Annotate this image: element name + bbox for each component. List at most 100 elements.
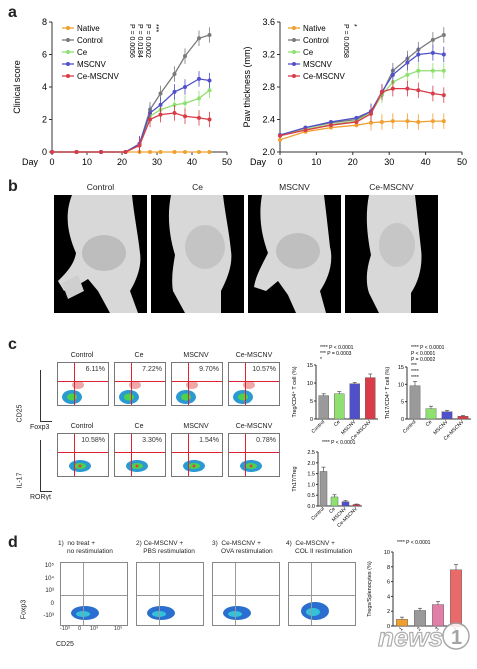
panel-label-c: c [8, 336, 17, 353]
y-tick-label: 0 [310, 417, 313, 423]
gate-line [115, 381, 165, 382]
data-point [183, 54, 187, 59]
flow-plot-c7: 1.54% [171, 433, 223, 477]
data-point [74, 150, 79, 154]
y-tick-label: 15 [398, 365, 404, 371]
y-tick-label: 0 [42, 147, 47, 157]
y-tick-label: 15 [307, 363, 313, 369]
flow-plot-c2: 7.22% [114, 362, 166, 406]
flow-c-x-arrow [40, 491, 52, 492]
data-point [390, 119, 395, 124]
xtick: 10³ [90, 626, 98, 632]
data-point [354, 119, 359, 124]
gate-line [83, 563, 84, 625]
x-tick-label: 20 [348, 157, 358, 167]
gate-line [172, 452, 222, 453]
flow-d-title: 3) Ce-MSCNV + OVA restimulation [212, 540, 273, 555]
legend-marker [66, 74, 70, 78]
flow-percentage: 10.57% [252, 366, 276, 373]
legend-marker [292, 26, 296, 30]
ytick: -10³ [43, 613, 54, 620]
legend-label: Native [77, 24, 100, 33]
series-line [52, 112, 210, 153]
legend-label: Ce-MSCNV [77, 72, 119, 81]
data-point [183, 114, 187, 119]
flow-plot-c4: 10.57% [228, 362, 280, 406]
gate-line [229, 452, 279, 453]
flow-c-group-label: Ce-MSCNV [235, 352, 273, 359]
data-point [390, 86, 395, 91]
significance-annotation: P = 0.0056 [128, 24, 135, 58]
bar [457, 416, 469, 420]
gate-line [115, 452, 165, 453]
y-tick-label: 1.5 [307, 472, 315, 478]
bar [425, 408, 437, 420]
data-point [390, 72, 395, 77]
panel-label-d: d [8, 534, 18, 551]
flow-plot-d1 [60, 562, 128, 626]
bar [318, 395, 329, 420]
ct-image-ce [151, 195, 244, 313]
x-tick-label: 3 [434, 626, 440, 632]
y-tick-label: 6 [387, 580, 390, 586]
paw-thickness-chart: 2.0 2.4 2.8 3.2 3.6 0 10 20 30 40 50 Day Paw thickne… [242, 17, 467, 167]
cell-cluster [301, 602, 329, 620]
gate-line [245, 434, 246, 476]
data-point [148, 117, 152, 122]
gate-line [131, 434, 132, 476]
data-point [197, 115, 201, 120]
significance-annotation: **** [411, 369, 419, 375]
flow-plot-d2 [136, 562, 204, 626]
ct-image-mscnv [248, 195, 341, 313]
data-point [183, 101, 187, 106]
y-tick-label: 2.5 [307, 450, 315, 456]
flow-c-group-label: Ce [134, 352, 144, 359]
flow-plot-d4 [288, 562, 356, 626]
data-point [416, 68, 421, 73]
xtick: 0 [78, 626, 82, 632]
x-tick-label: Ce [333, 419, 342, 428]
data-point [197, 36, 201, 41]
cell-cluster [147, 606, 175, 620]
significance-annotation: *** P = 0.0003 [320, 351, 352, 357]
data-point [172, 111, 177, 115]
flow-d-title: 4) Ce-MSCNV + COL II restimulation [286, 540, 353, 555]
data-point [278, 137, 282, 142]
flow-plot-c6: 3.30% [114, 433, 166, 477]
gate-line [188, 363, 189, 405]
gate-line [131, 363, 132, 405]
y-tick-label: 2.8 [262, 82, 275, 92]
flow-c-y-arrow [40, 370, 41, 422]
flow-d-title: 2) Ce-MSCNV + PBS restimulation [136, 540, 195, 555]
ytick: 10⁴ [44, 575, 54, 582]
ct-label-ce-mscnv: Ce-MSCNV [369, 182, 414, 192]
x-axis-label: Day [250, 157, 267, 167]
flow-percentage: 1.54% [199, 437, 219, 444]
y-axis-label: Clinical score [12, 60, 22, 114]
y-tick-label: 10 [398, 382, 404, 388]
series-line [52, 89, 210, 153]
bar [352, 504, 361, 507]
data-point [172, 89, 177, 94]
flow-percentage: 6.11% [85, 366, 105, 373]
bar [441, 411, 453, 420]
x-tick-label: 2 [416, 626, 422, 632]
x-tick-label: 0 [277, 157, 282, 167]
data-point [430, 50, 435, 55]
data-point [441, 68, 446, 73]
clinical-score-chart: 0 2 4 6 8 0 10 20 30 40 50 Day Clinical score Native C… [12, 17, 232, 167]
bar [409, 385, 421, 420]
data-point [379, 119, 384, 124]
ct-label-ce: Ce [192, 182, 203, 192]
bar [414, 610, 426, 627]
legend-label: MSCNV [77, 60, 107, 69]
xtick: -10³ [60, 626, 70, 632]
rorgt-axis-label: RORγt [30, 494, 51, 501]
x-tick-label: 10 [82, 157, 92, 167]
data-point [405, 72, 410, 77]
data-point [430, 119, 435, 124]
significance-annotation: * [320, 357, 322, 363]
data-point [369, 111, 373, 116]
y-tick-label: 4 [387, 594, 390, 600]
